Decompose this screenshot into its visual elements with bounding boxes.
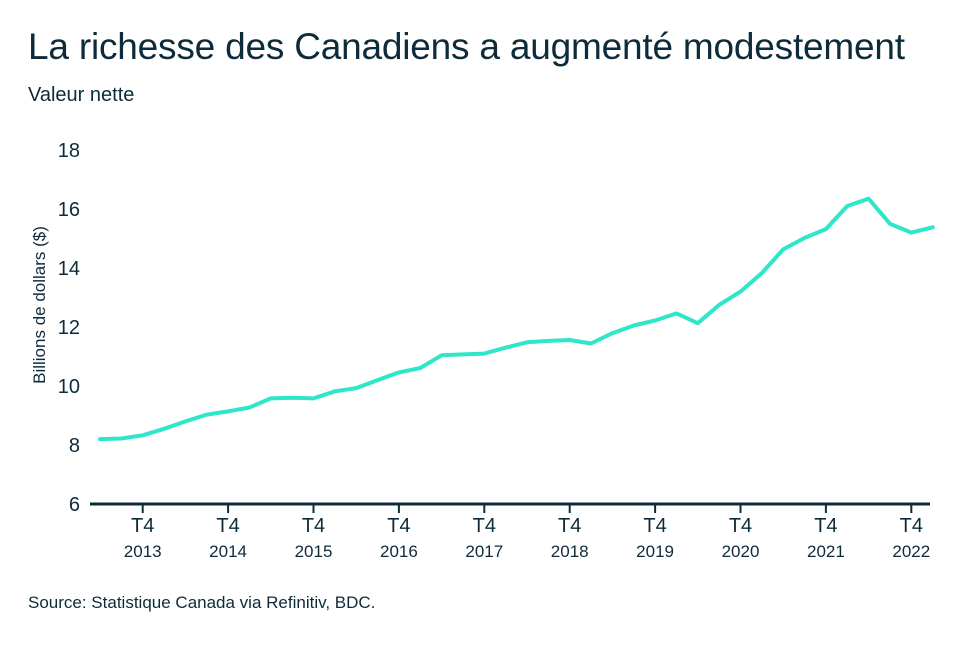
y-tick-label: 18 [58, 140, 80, 162]
data-point [867, 197, 871, 201]
data-point [546, 339, 550, 343]
data-point [675, 311, 679, 315]
x-tick-quarter-label: T4 [302, 515, 325, 537]
x-tick-year-label: 2013 [124, 542, 162, 561]
x-tick-quarter-label: T4 [473, 515, 496, 537]
data-point [888, 222, 892, 226]
data-point [632, 324, 636, 328]
data-point [354, 386, 358, 390]
data-point [98, 437, 102, 441]
data-point [653, 319, 657, 323]
y-tick-label: 8 [69, 435, 80, 457]
data-point [418, 366, 422, 370]
series-line [98, 196, 935, 442]
data-point [312, 396, 316, 400]
data-point [845, 204, 849, 208]
y-tick-label: 10 [58, 376, 80, 398]
x-tick-quarter-label: T4 [387, 515, 410, 537]
data-point [226, 409, 230, 413]
data-point [248, 406, 252, 410]
data-point [781, 247, 785, 251]
data-point [482, 352, 486, 356]
data-point [162, 427, 166, 431]
x-tick-year-label: 2020 [722, 542, 760, 561]
x-tick-year-label: 2016 [380, 542, 418, 561]
x-tick-year-label: 2018 [551, 542, 589, 561]
x-tick-quarter-label: T4 [216, 515, 239, 537]
x-tick-year-label: 2019 [636, 542, 674, 561]
data-point [376, 378, 380, 382]
x-tick-quarter-label: T4 [814, 515, 837, 537]
data-point [461, 352, 465, 356]
x-tick-year-label: 2015 [295, 542, 333, 561]
y-tick-label: 12 [58, 317, 80, 339]
x-tick-year-label: 2014 [209, 542, 247, 561]
data-point [397, 370, 401, 374]
source-note: Source: Statistique Canada via Refinitiv… [28, 593, 376, 612]
data-point [760, 271, 764, 275]
chart-subtitle: Valeur nette [28, 84, 135, 106]
series-group [98, 196, 935, 442]
y-tick-label: 16 [58, 199, 80, 221]
data-point [183, 419, 187, 423]
data-point [141, 433, 145, 437]
data-point [568, 338, 572, 342]
data-point [696, 321, 700, 325]
x-tick-quarter-label: T4 [729, 515, 752, 537]
y-tick-label: 14 [58, 258, 80, 280]
x-tick-quarter-label: T4 [643, 515, 666, 537]
x-tick-quarter-label: T4 [558, 515, 581, 537]
chart-title: La richesse des Canadiens a augmenté mod… [28, 26, 905, 67]
data-point [440, 353, 444, 357]
data-point [333, 389, 337, 393]
data-point [931, 225, 935, 229]
x-tick-year-label: 2022 [892, 542, 930, 561]
y-tick-label: 6 [69, 494, 80, 516]
data-point [119, 437, 123, 441]
data-point [205, 413, 209, 417]
x-axis: T4 2013 T4 2014 T4 2015 T4 2016 T4 2017 T4 2018 T4 20… [90, 502, 930, 561]
data-point [504, 346, 508, 350]
x-tick-year-label: 2021 [807, 542, 845, 561]
data-point [824, 227, 828, 231]
data-point [525, 340, 529, 344]
x-tick-quarter-label: T4 [900, 515, 923, 537]
data-point [290, 396, 294, 400]
data-point [739, 290, 743, 294]
data-point [909, 231, 913, 235]
y-axis: 6 8 10 12 14 16 18 [58, 140, 80, 516]
data-point [269, 396, 273, 400]
data-point [717, 303, 721, 307]
x-tick-quarter-label: T4 [131, 515, 154, 537]
data-point [589, 342, 593, 346]
data-point [803, 236, 807, 240]
y-axis-label: Billions de dollars ($) [30, 226, 49, 384]
x-tick-year-label: 2017 [465, 542, 503, 561]
data-point [610, 331, 614, 335]
